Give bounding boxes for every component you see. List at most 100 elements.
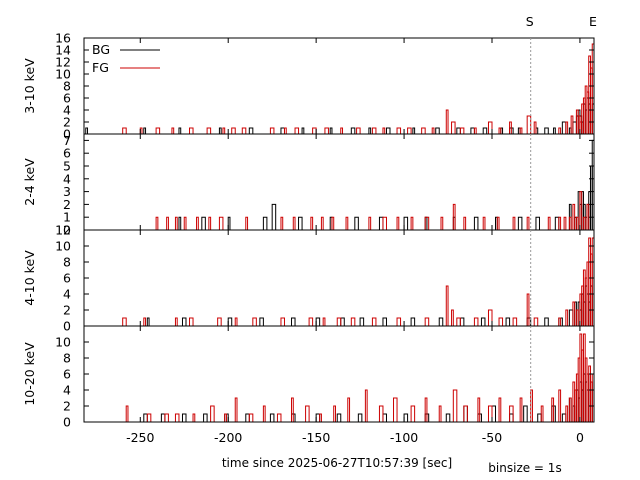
bin-bg bbox=[248, 127, 254, 134]
bin-fg bbox=[509, 121, 512, 134]
panel-frame bbox=[83, 229, 595, 327]
bin-bg bbox=[435, 127, 440, 134]
bin-bg bbox=[491, 405, 497, 422]
bin-fg bbox=[174, 317, 178, 326]
bin-fg bbox=[248, 413, 254, 422]
bin-fg bbox=[526, 115, 532, 134]
y-axis-label: 2-4 keV bbox=[22, 158, 37, 206]
bin-fg bbox=[252, 317, 257, 326]
bin-bg bbox=[535, 216, 540, 230]
bin-fg bbox=[487, 309, 493, 326]
bin-fg bbox=[533, 317, 539, 326]
bin-fg bbox=[509, 405, 514, 422]
bin-fg bbox=[192, 413, 196, 422]
bin-fg bbox=[424, 397, 428, 422]
bin-fg bbox=[371, 127, 377, 134]
bin-fg bbox=[210, 405, 215, 422]
bin-fg bbox=[565, 405, 569, 422]
x-tick-label: -100 bbox=[390, 430, 418, 445]
bin-bg bbox=[378, 216, 384, 230]
bin-bg bbox=[315, 413, 321, 422]
bin-fg bbox=[487, 405, 493, 422]
bin-fg bbox=[445, 285, 449, 326]
bin-fg bbox=[336, 317, 342, 326]
bin-fg bbox=[294, 127, 300, 134]
bin-fg bbox=[459, 127, 465, 134]
bin-bg bbox=[336, 413, 342, 422]
bin-fg bbox=[331, 216, 335, 230]
bin-fg bbox=[568, 216, 572, 230]
bin-bg bbox=[438, 317, 444, 326]
bin-fg bbox=[340, 127, 344, 134]
y-tick-label: 7 bbox=[63, 133, 71, 148]
y-tick-label: 0 bbox=[63, 127, 71, 142]
bin-fg bbox=[234, 317, 238, 326]
y-tick-label: 16 bbox=[55, 31, 71, 46]
bin-fg bbox=[206, 127, 212, 134]
bin-fg bbox=[424, 317, 430, 326]
bin-fg bbox=[558, 389, 562, 422]
panel-frame bbox=[83, 133, 595, 231]
bin-fg bbox=[155, 216, 159, 230]
bin-bg bbox=[544, 317, 549, 326]
bin-fg bbox=[438, 405, 442, 422]
bin-bg bbox=[544, 127, 549, 134]
bin-bg bbox=[359, 317, 365, 326]
y-tick-label: 8 bbox=[63, 351, 71, 366]
x-tick-label: -50 bbox=[482, 430, 502, 445]
bin-fg bbox=[407, 127, 412, 134]
bin-fg bbox=[498, 127, 502, 134]
bin-bg bbox=[523, 405, 528, 422]
bin-fg bbox=[551, 397, 555, 422]
panel-frame bbox=[83, 37, 595, 135]
x-axis-label: time since 2025-06-27T10:57:39 [sec] bbox=[222, 456, 452, 470]
bin-fg bbox=[308, 317, 314, 326]
bin-fg bbox=[424, 216, 430, 230]
bin-bg bbox=[298, 216, 303, 230]
bin-fg bbox=[224, 413, 227, 422]
bin-fg bbox=[568, 397, 572, 422]
bin-bg bbox=[412, 127, 416, 134]
bin-fg bbox=[196, 216, 199, 230]
bin-fg bbox=[440, 216, 444, 230]
y-tick-label: 0 bbox=[63, 223, 71, 238]
bin-fg bbox=[174, 216, 178, 230]
y-tick-label: 2 bbox=[63, 399, 71, 414]
bin-bg bbox=[357, 413, 363, 422]
bin-bg bbox=[561, 121, 567, 134]
bin-fg bbox=[333, 405, 336, 422]
bin-fg bbox=[283, 127, 287, 134]
bin-bg bbox=[143, 413, 148, 422]
bin-fg bbox=[269, 127, 275, 134]
bin-fg bbox=[166, 216, 169, 230]
bin-bg bbox=[509, 413, 514, 422]
bin-fg bbox=[410, 216, 414, 230]
bin-fg bbox=[565, 121, 569, 134]
bin-fg bbox=[183, 216, 187, 230]
bin-fg bbox=[498, 397, 502, 422]
bin-fg bbox=[445, 109, 449, 134]
bin-bg bbox=[568, 309, 574, 326]
y-tick-label: 4 bbox=[63, 287, 71, 302]
bin-bg bbox=[368, 127, 372, 134]
legend-label-fg: FG bbox=[92, 60, 109, 75]
bin-fg bbox=[189, 317, 194, 326]
bin-fg bbox=[189, 127, 194, 134]
bin-bg bbox=[203, 413, 208, 422]
bin-fg bbox=[371, 317, 377, 326]
y-tick-label: 4 bbox=[63, 383, 71, 398]
y-tick-label: 6 bbox=[63, 367, 71, 382]
bin-fg bbox=[498, 317, 504, 326]
bin-bg bbox=[85, 127, 89, 134]
bin-fg bbox=[452, 389, 458, 422]
y-tick-label: 10 bbox=[55, 67, 71, 82]
y-tick-label: 8 bbox=[63, 255, 71, 270]
bin-fg bbox=[477, 397, 481, 422]
bin-fg bbox=[582, 216, 586, 230]
bin-bg bbox=[382, 413, 387, 422]
bin-fg bbox=[410, 405, 416, 422]
bin-fg bbox=[319, 413, 322, 422]
bin-bg bbox=[178, 127, 182, 134]
bin-fg bbox=[262, 405, 266, 422]
